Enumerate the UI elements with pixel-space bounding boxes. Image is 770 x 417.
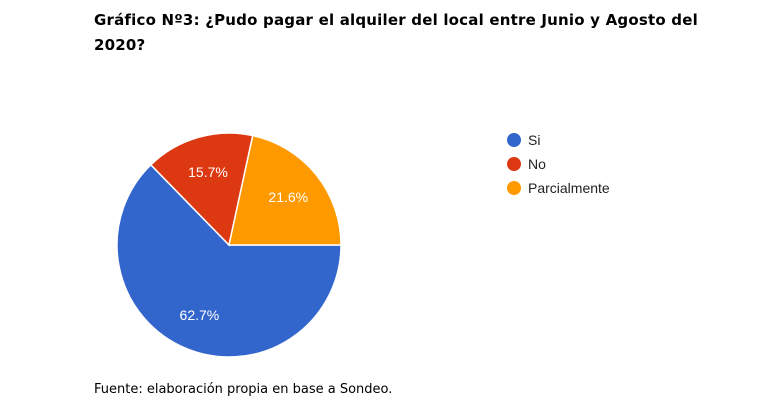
legend-marker-si — [507, 133, 521, 147]
legend-label-no: No — [528, 156, 546, 172]
slice-label-si: 62.7% — [180, 307, 220, 323]
source-note: Fuente: elaboración propia en base a Son… — [94, 382, 393, 397]
pie-slices — [116, 132, 342, 358]
slice-label-no: 15.7% — [188, 164, 228, 180]
legend-marker-parcialmente — [507, 181, 521, 195]
chart-title: Gráfico Nº3: ¿Pudo pagar el alquiler del… — [94, 11, 698, 54]
pie-slice-si — [116, 163, 342, 358]
pie-slice-no — [149, 132, 254, 247]
legend: Si No Parcialmente — [507, 132, 610, 196]
legend-label-si: Si — [528, 132, 540, 148]
legend-label-parcialmente: Parcialmente — [528, 180, 610, 196]
pie-labels: 62.7% 15.7% 21.6% — [180, 164, 309, 323]
legend-marker-no — [507, 157, 521, 171]
slice-label-parcialmente: 21.6% — [268, 189, 308, 205]
pie-slice-parcialmente — [228, 134, 342, 246]
